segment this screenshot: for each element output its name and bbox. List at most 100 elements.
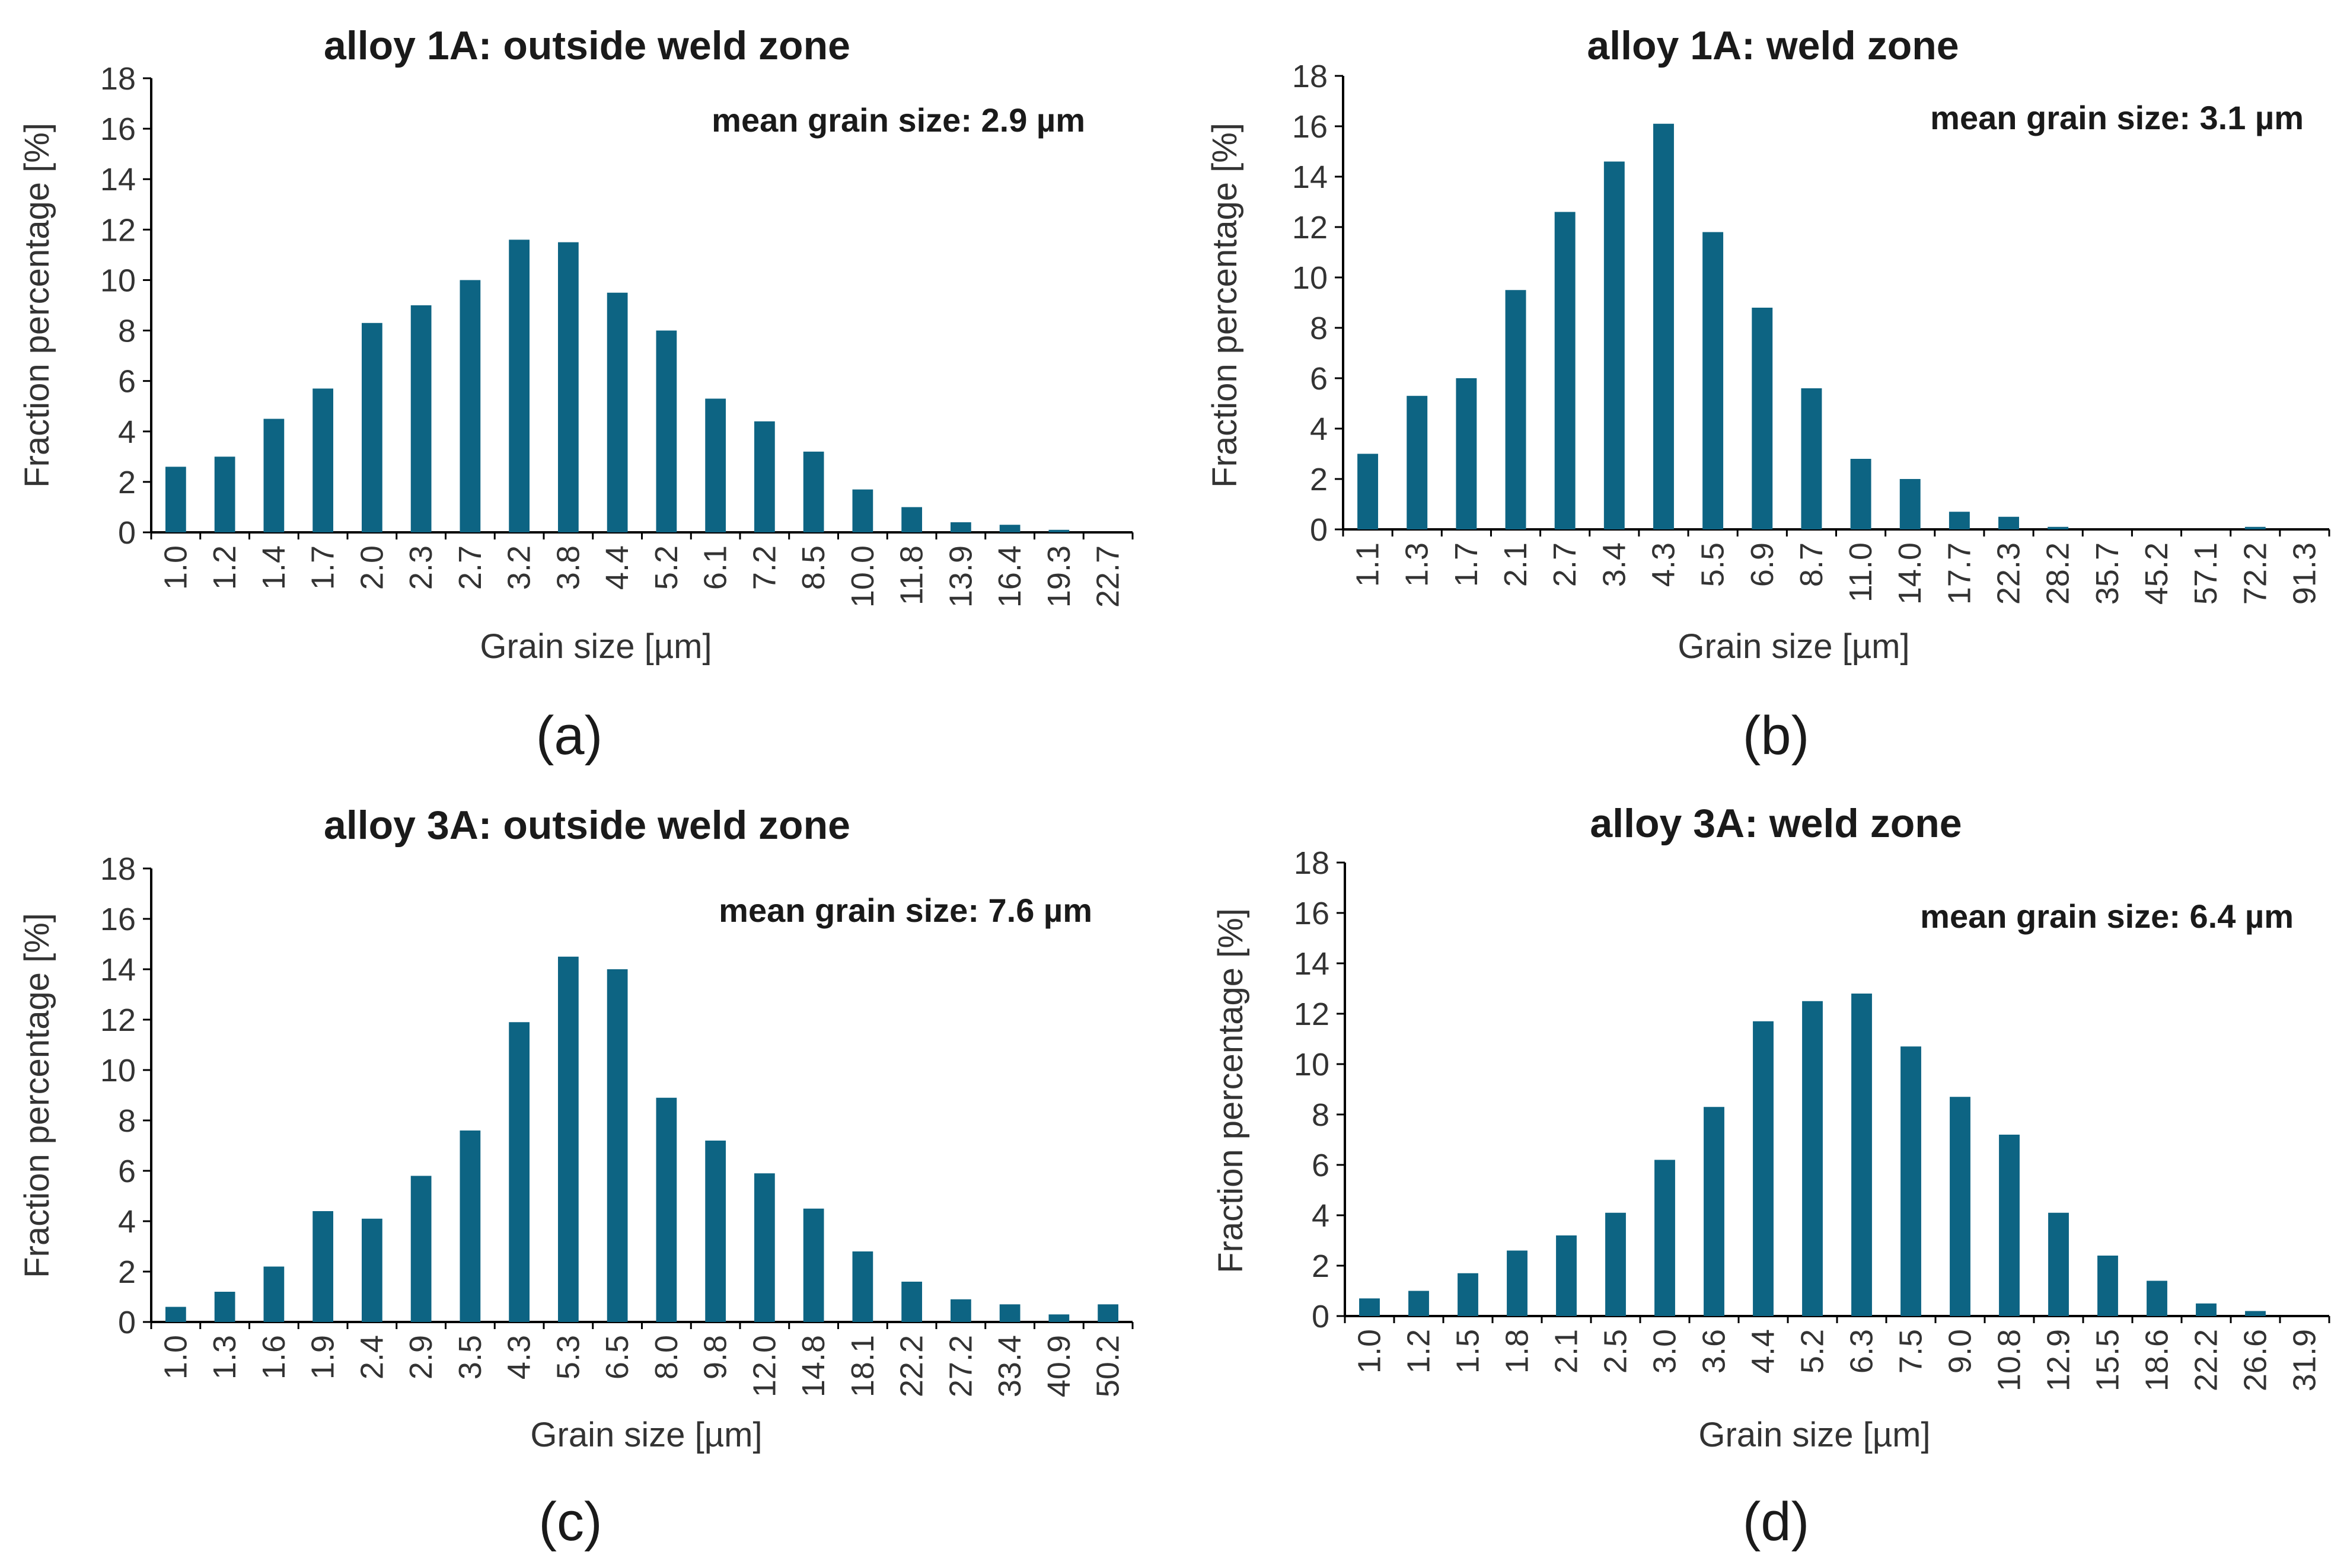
bar: [263, 419, 285, 532]
bar: [509, 1022, 530, 1322]
x-tick-label: 1.0: [1352, 1329, 1388, 1374]
bar: [1850, 459, 1871, 529]
bar: [1653, 123, 1674, 529]
x-tick-label: 2.0: [354, 545, 390, 590]
bar: [1408, 1291, 1429, 1316]
y-ticks: 0 2 4 6 8 10 12 14 16 18: [1294, 845, 1345, 1334]
bar: [165, 1307, 186, 1322]
x-axis-label: Grain size [µm]: [530, 1416, 762, 1454]
x-tick-label: 33.4: [992, 1335, 1028, 1397]
y-tick-label: 8: [118, 314, 136, 349]
x-tick-label: 6.3: [1844, 1329, 1880, 1374]
bar: [803, 451, 824, 532]
x-tick-label: 22.2: [2189, 1329, 2224, 1391]
x-tick-label: 4.3: [502, 1335, 537, 1379]
x-tick-label: 1.0: [158, 545, 193, 590]
x-tick-label: 2.9: [403, 1335, 439, 1379]
x-tick-label: 1.7: [1449, 542, 1484, 587]
x-axis-label: Grain size [µm]: [480, 627, 712, 666]
chart-title: alloy 1A: outside weld zone: [324, 23, 850, 68]
bar: [1359, 1298, 1380, 1316]
bar: [852, 1251, 873, 1322]
panel-label: (c): [538, 1492, 602, 1552]
bar: [656, 1097, 677, 1322]
x-tick-label: 4.4: [1746, 1329, 1781, 1374]
x-tick-label: 1.7: [305, 545, 341, 590]
x-tick-label: 4.4: [599, 545, 635, 590]
chart-panel-a: alloy 1A: outside weld zone 0 2 4 6 8 10 12 14 1…: [18, 23, 1134, 766]
x-tick-label: 8.5: [796, 545, 831, 590]
bar: [165, 467, 186, 532]
x-tick-label: 1.6: [256, 1335, 292, 1379]
bar: [1851, 994, 1872, 1316]
y-tick-label: 6: [118, 364, 136, 400]
y-axis-label: Fraction percentage [%]: [1206, 123, 1244, 488]
x-tick-label: 5.5: [1695, 542, 1731, 587]
x-tick-label: 14.8: [796, 1335, 831, 1397]
bar: [1998, 516, 2019, 529]
x-tick-label: 2.4: [354, 1335, 390, 1379]
bar: [1999, 1135, 2020, 1316]
bar: [460, 280, 481, 532]
bar: [410, 305, 432, 532]
x-tick-label: 18.1: [845, 1335, 881, 1397]
bar: [656, 330, 677, 532]
y-tick-label: 10: [1294, 1047, 1329, 1082]
x-tick-label: 1.4: [256, 545, 292, 590]
x-tick-label: 6.1: [698, 545, 734, 590]
bar: [361, 322, 382, 532]
bar: [1556, 1235, 1577, 1316]
x-tick-label: 2.1: [1549, 1329, 1584, 1374]
bar: [2196, 1303, 2217, 1316]
y-tick-label: 12: [100, 212, 136, 248]
y-tick-label: 6: [1310, 361, 1328, 397]
bar: [312, 388, 334, 532]
x-tick-label: 22.2: [894, 1335, 930, 1397]
x-tick-label: 72.2: [2237, 542, 2273, 605]
bar: [2097, 1256, 2118, 1316]
x-tick-label: 14.0: [1892, 542, 1928, 605]
bar: [1048, 529, 1070, 532]
y-tick-label: 14: [1294, 946, 1329, 982]
x-tick-label: 5.2: [1795, 1329, 1831, 1374]
y-ticks: 0 2 4 6 8 10 12 14 16 18: [1292, 59, 1343, 548]
x-tick-label: 18.6: [2139, 1329, 2175, 1391]
bar: [901, 1282, 923, 1322]
bar: [1554, 212, 1576, 529]
x-tick-label: 5.3: [550, 1335, 586, 1379]
y-axis-label: Fraction percentage [%]: [18, 123, 56, 488]
x-tick-label: 6.9: [1745, 542, 1780, 587]
bar: [2048, 526, 2069, 529]
y-tick-label: 4: [1312, 1198, 1329, 1234]
y-tick-label: 16: [1292, 109, 1328, 145]
bar: [1458, 1273, 1478, 1316]
x-axis-label: Grain size [µm]: [1678, 627, 1909, 666]
chart-title: alloy 3A: outside weld zone: [324, 803, 850, 848]
bar: [1801, 388, 1822, 529]
y-tick-label: 18: [1294, 845, 1329, 881]
x-tick-label: 3.2: [502, 545, 537, 590]
bar: [1505, 290, 1526, 529]
x-tick-label: 91.3: [2287, 542, 2322, 605]
bars: [1357, 123, 2266, 529]
y-tick-label: 16: [100, 902, 136, 937]
x-tick-label: 22.7: [1090, 545, 1126, 608]
y-tick-label: 8: [118, 1103, 136, 1139]
x-tick-label: 26.6: [2238, 1329, 2273, 1391]
x-tick-label: 12.0: [747, 1335, 782, 1397]
x-tick-label: 3.6: [1697, 1329, 1732, 1374]
y-tick-label: 18: [100, 61, 136, 97]
x-tick-label: 1.2: [207, 545, 243, 590]
x-tick-label: 1.3: [1399, 542, 1435, 587]
x-tick-label: 40.9: [1041, 1335, 1077, 1397]
bar: [1704, 1107, 1724, 1316]
bar: [999, 525, 1021, 532]
y-tick-label: 8: [1310, 311, 1328, 346]
x-ticks: 1.1 1.3 1.7 2.1 2.7 3.4 4.3 5.5 6.9 8.7 11.0 14.0 17…: [1342, 529, 2330, 605]
y-axis-label: Fraction percentage [%]: [1211, 908, 1250, 1273]
chart-panel-c: alloy 3A: outside weld zone 0 2 4 6 8 10 12 14 1…: [18, 803, 1134, 1552]
panel-label: (b): [1743, 705, 1809, 766]
x-axis-label: Grain size [µm]: [1698, 1416, 1930, 1454]
x-tick-label: 9.0: [1943, 1329, 1978, 1374]
chart-title: alloy 1A: weld zone: [1587, 23, 1959, 68]
